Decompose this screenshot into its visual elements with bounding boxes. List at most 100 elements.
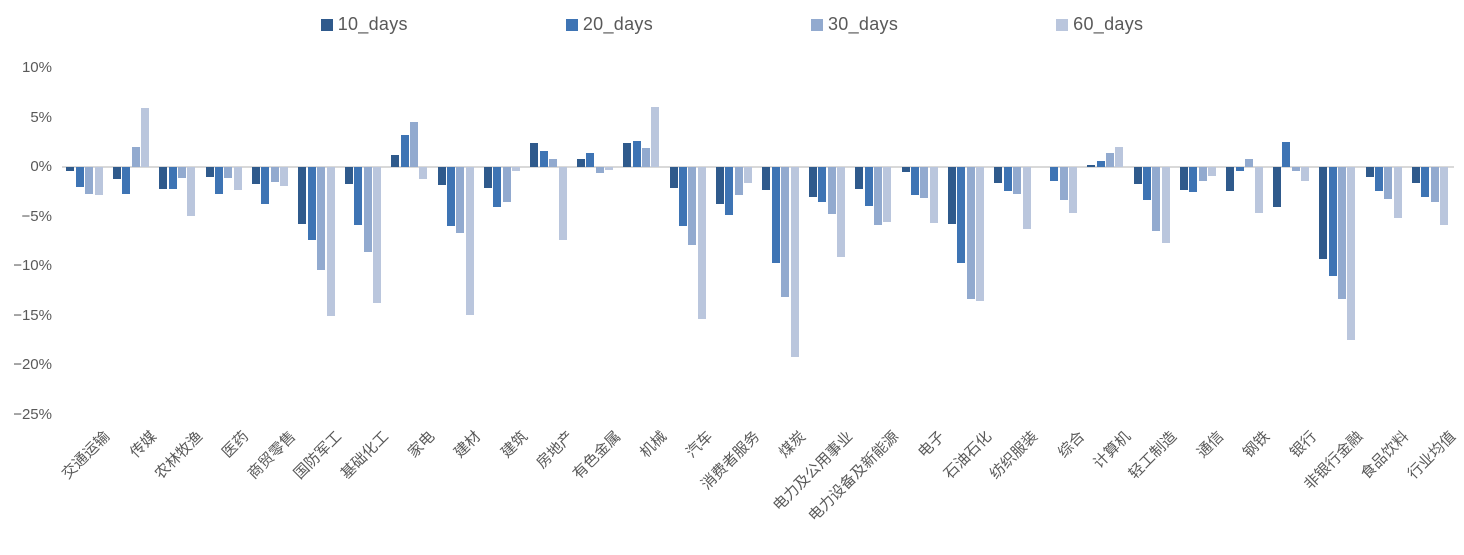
legend-item-20_days: 20_days: [565, 14, 653, 35]
x-category-label: 非银行金融: [1301, 428, 1367, 494]
bar-60_days-银行: [1301, 167, 1309, 182]
bar-10_days-有色金属: [576, 159, 585, 168]
x-category-label: 房地产: [533, 428, 578, 472]
bar-30_days-通信: [1198, 167, 1207, 182]
bar-60_days-房地产: [558, 167, 567, 240]
bar-30_days-非银行金融: [1338, 167, 1346, 299]
bar-60_days-有色金属: [605, 167, 613, 171]
x-category-label: 电力设备及新能源: [805, 428, 903, 526]
bar-20_days-有色金属: [586, 153, 595, 168]
bar-60_days-医药: [233, 167, 242, 190]
bar-30_days-农林牧渔: [178, 167, 186, 179]
x-category-label: 有色金属: [569, 428, 624, 483]
legend-label: 10_days: [337, 14, 408, 34]
bar-10_days-电力设备及新能源: [855, 167, 864, 189]
bar-60_days-商贸零售: [280, 167, 289, 186]
bar-30_days-行业均值: [1430, 167, 1439, 202]
bar-30_days-电力及公用事业: [827, 167, 836, 214]
bar-10_days-非银行金融: [1319, 167, 1328, 260]
bar-30_days-有色金属: [595, 167, 604, 174]
bar-10_days-计算机: [1087, 165, 1096, 168]
bar-10_days-商贸零售: [252, 167, 260, 184]
x-category-label: 银行: [1286, 428, 1320, 462]
bar-60_days-交通运输: [94, 167, 103, 195]
x-category-label: 传媒: [126, 428, 160, 462]
bar-10_days-钢铁: [1226, 167, 1235, 191]
legend-swatch-icon: [1056, 18, 1069, 31]
bar-20_days-机械: [632, 141, 641, 168]
legend-item-10_days: 10_days: [320, 14, 408, 35]
y-tick-label: −25%: [13, 406, 52, 423]
bar-30_days-食品饮料: [1384, 167, 1393, 199]
bar-20_days-纺织服装: [1003, 167, 1012, 191]
legend-swatch-icon: [811, 18, 823, 31]
x-category-label: 农林牧渔: [151, 428, 207, 483]
bar-10_days-电子: [901, 167, 910, 173]
bar-20_days-综合: [1050, 167, 1059, 182]
bar-60_days-建材: [465, 167, 474, 315]
x-category-label: 钢铁: [1240, 428, 1274, 462]
bar-20_days-电力设备及新能源: [864, 167, 873, 206]
bar-30_days-电力设备及新能源: [874, 167, 882, 225]
legend: 10_days 20_days 30_days 60_days: [0, 14, 1464, 35]
bar-30_days-商贸零售: [270, 167, 279, 182]
x-category-label: 商贸零售: [244, 428, 299, 483]
bar-30_days-计算机: [1106, 153, 1114, 168]
bar-10_days-汽车: [669, 167, 678, 188]
legend-label: 20_days: [582, 14, 653, 34]
bar-10_days-通信: [1180, 167, 1188, 190]
bar-10_days-行业均值: [1412, 167, 1420, 183]
bar-60_days-国防军工: [326, 167, 335, 316]
bar-20_days-家电: [400, 135, 409, 168]
y-tick-label: −10%: [13, 257, 52, 275]
bar-30_days-综合: [1059, 167, 1068, 200]
bar-30_days-国防军工: [317, 167, 326, 271]
legend-label: 60_days: [1073, 14, 1144, 34]
bar-20_days-农林牧渔: [168, 167, 177, 189]
y-tick-label: −20%: [13, 356, 52, 374]
bar-20_days-通信: [1189, 167, 1198, 192]
bar-30_days-医药: [224, 167, 233, 179]
bar-20_days-医药: [215, 167, 223, 194]
bar-20_days-食品饮料: [1375, 167, 1383, 191]
bar-10_days-食品饮料: [1365, 167, 1374, 178]
bar-60_days-纺织服装: [1022, 167, 1031, 229]
x-category-label: 基础化工: [337, 428, 392, 483]
x-category-label: 电子: [915, 428, 949, 462]
plot-area: [62, 68, 1454, 415]
bar-60_days-电子: [929, 167, 938, 223]
y-tick-label: −5%: [21, 207, 52, 225]
bar-30_days-电子: [920, 167, 929, 198]
bar-30_days-银行: [1291, 167, 1300, 172]
bar-20_days-石油石化: [957, 167, 966, 264]
x-category-label: 医药: [219, 428, 253, 462]
x-category-label: 机械: [636, 428, 671, 462]
bar-20_days-轻工制造: [1143, 167, 1151, 200]
bar-60_days-建筑: [512, 167, 521, 172]
x-category-label: 建筑: [497, 428, 531, 462]
bar-10_days-建筑: [484, 167, 492, 188]
bar-30_days-建筑: [502, 167, 511, 202]
x-category-label: 消费者服务: [697, 428, 763, 494]
bar-20_days-电力及公用事业: [818, 167, 827, 202]
bar-30_days-机械: [642, 148, 650, 168]
legend-label: 30_days: [828, 14, 899, 34]
bar-60_days-通信: [1208, 167, 1217, 177]
bar-20_days-煤炭: [771, 167, 780, 264]
bar-20_days-计算机: [1096, 161, 1105, 168]
bar-60_days-机械: [651, 106, 660, 168]
bar-60_days-消费者服务: [744, 167, 753, 183]
bar-30_days-钢铁: [1245, 159, 1254, 168]
bar-60_days-煤炭: [790, 167, 799, 357]
bar-10_days-机械: [623, 143, 632, 168]
bar-60_days-非银行金融: [1347, 167, 1356, 340]
bar-30_days-煤炭: [781, 167, 790, 298]
bar-20_days-建筑: [493, 167, 502, 207]
x-category-label: 家电: [404, 428, 439, 462]
zero-axis-line: [62, 166, 1454, 169]
bar-10_days-纺织服装: [994, 167, 1003, 183]
bar-30_days-消费者服务: [734, 167, 743, 195]
bar-20_days-房地产: [539, 151, 548, 168]
x-category-label: 计算机: [1090, 428, 1135, 472]
